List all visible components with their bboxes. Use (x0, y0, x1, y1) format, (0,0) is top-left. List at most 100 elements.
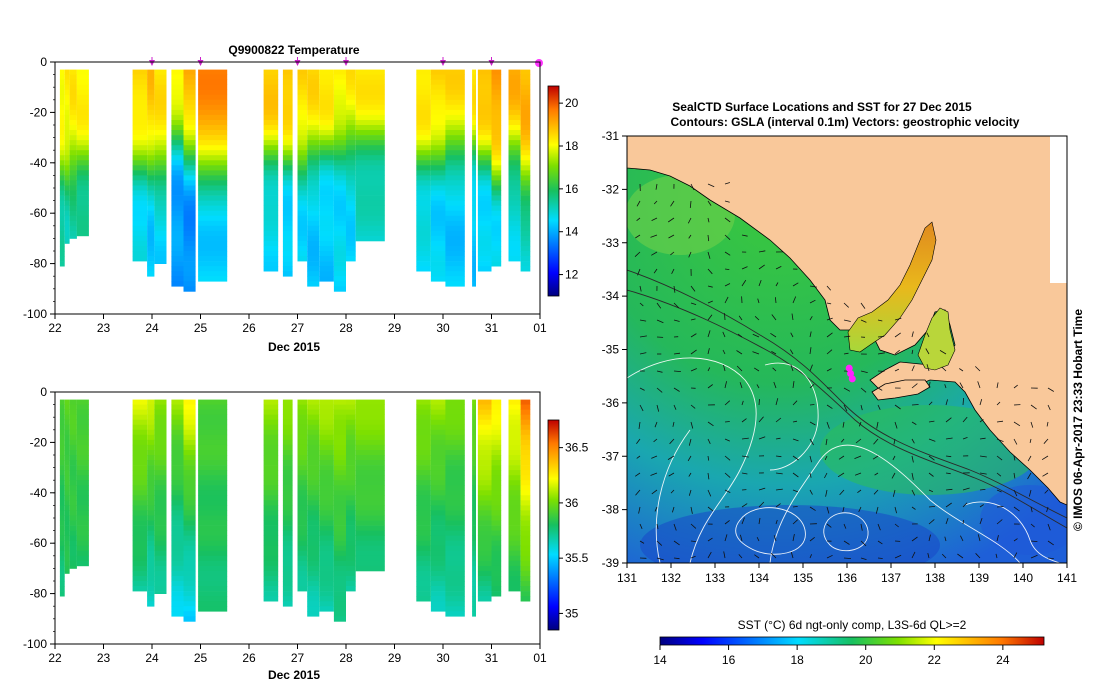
profile-cell (171, 480, 184, 486)
velocity-vector (1041, 455, 1049, 461)
profile-cell (319, 530, 334, 536)
profile-cell (416, 525, 431, 531)
profile-cell (147, 545, 155, 552)
profile-cell (154, 175, 167, 181)
profile-cell (430, 404, 446, 410)
profile-cell (69, 130, 77, 136)
velocity-vector (941, 553, 947, 559)
profile-cell (520, 79, 531, 85)
profile-cell (183, 120, 196, 126)
profile-cell (171, 535, 184, 541)
profile-cell (491, 185, 502, 191)
profile-cell (445, 550, 465, 557)
profile-cell (147, 576, 155, 582)
profile-cell (154, 465, 167, 471)
profile-cell (132, 200, 148, 206)
profile-cell (154, 419, 167, 426)
velocity-vector (1047, 557, 1054, 559)
velocity-vector (809, 421, 816, 426)
profile-cell (263, 256, 279, 262)
cast-marker (197, 60, 204, 66)
profile-cell (76, 130, 89, 136)
profile-cell (183, 109, 196, 116)
profile-cell (69, 109, 77, 116)
profile-cell (59, 480, 65, 486)
velocity-vector (894, 421, 898, 429)
profile-cell (355, 470, 385, 476)
velocity-vector (752, 351, 760, 355)
profile-cell (132, 550, 148, 557)
profile-cell (132, 130, 148, 136)
profile-cell (333, 155, 346, 161)
profile-cell (477, 114, 492, 121)
profile-cell (183, 535, 196, 541)
y-tick-label: -40 (30, 156, 48, 170)
velocity-vector (651, 489, 658, 495)
velocity-vector (770, 552, 777, 559)
profile-cell (297, 180, 308, 186)
profile-cell (416, 94, 431, 101)
profile-cell (297, 256, 308, 262)
profile-cell (520, 155, 531, 161)
profile-cell (491, 535, 502, 541)
lon-tick-label: 134 (749, 571, 769, 585)
colorbar-tick-label: 16 (565, 182, 579, 196)
profile-cell (198, 495, 228, 501)
colorbar-tick-label: 18 (565, 139, 579, 153)
profile-cell (508, 79, 521, 85)
velocity-vector (651, 251, 658, 256)
profile-cell (416, 104, 431, 111)
velocity-vector (638, 421, 641, 429)
velocity-vector (737, 333, 743, 338)
velocity-vector (707, 285, 713, 288)
profile-cell (147, 429, 155, 436)
profile-cell (147, 530, 155, 536)
profile-cell (69, 74, 77, 80)
profile-cell (171, 165, 184, 171)
velocity-vector (826, 523, 832, 528)
velocity-vector (741, 279, 747, 287)
profile-cell (445, 104, 465, 111)
temperature-panel: Q9900822 Temperature 0-20-40-60-80-100 2… (23, 43, 579, 354)
sst-colorbar-tick-label: 16 (722, 653, 736, 667)
profile-cell (333, 505, 346, 511)
profile-cell (430, 104, 446, 111)
profile-cell (508, 74, 521, 80)
profile-cell (355, 490, 385, 496)
profile-cell (183, 480, 196, 486)
profile-cell (69, 475, 77, 481)
profile-cell (132, 150, 148, 156)
profile-cell (355, 120, 385, 126)
profile-cell (520, 490, 531, 496)
velocity-vector (877, 319, 883, 322)
profile-cell (333, 261, 346, 267)
profile-cell (472, 535, 476, 541)
profile-cell (416, 266, 431, 272)
profile-cell (132, 94, 148, 101)
profile-cell (520, 69, 531, 75)
velocity-vector (977, 381, 981, 389)
profile-cell (263, 145, 279, 151)
profile-cell (76, 505, 89, 511)
profile-cell (346, 145, 356, 151)
profile-cell (154, 439, 167, 446)
profile-cell (491, 510, 502, 516)
profile-cell (198, 586, 228, 592)
profile-cell (147, 525, 155, 531)
profile-cell (472, 195, 476, 201)
profile-cell (297, 414, 308, 421)
velocity-vector (724, 534, 728, 542)
profile-cell (282, 465, 293, 471)
profile-cell (491, 261, 502, 267)
profile-cell (132, 560, 148, 567)
y-tick-label: -20 (30, 435, 48, 449)
profile-cell (183, 286, 196, 292)
profile-cell (333, 429, 346, 436)
profile-cell (520, 409, 531, 415)
velocity-vector (707, 251, 711, 259)
profile-cell (76, 140, 89, 146)
profile-cell (520, 135, 531, 141)
profile-cell (416, 125, 431, 131)
velocity-vector (996, 420, 1004, 423)
profile-cell (147, 155, 155, 161)
